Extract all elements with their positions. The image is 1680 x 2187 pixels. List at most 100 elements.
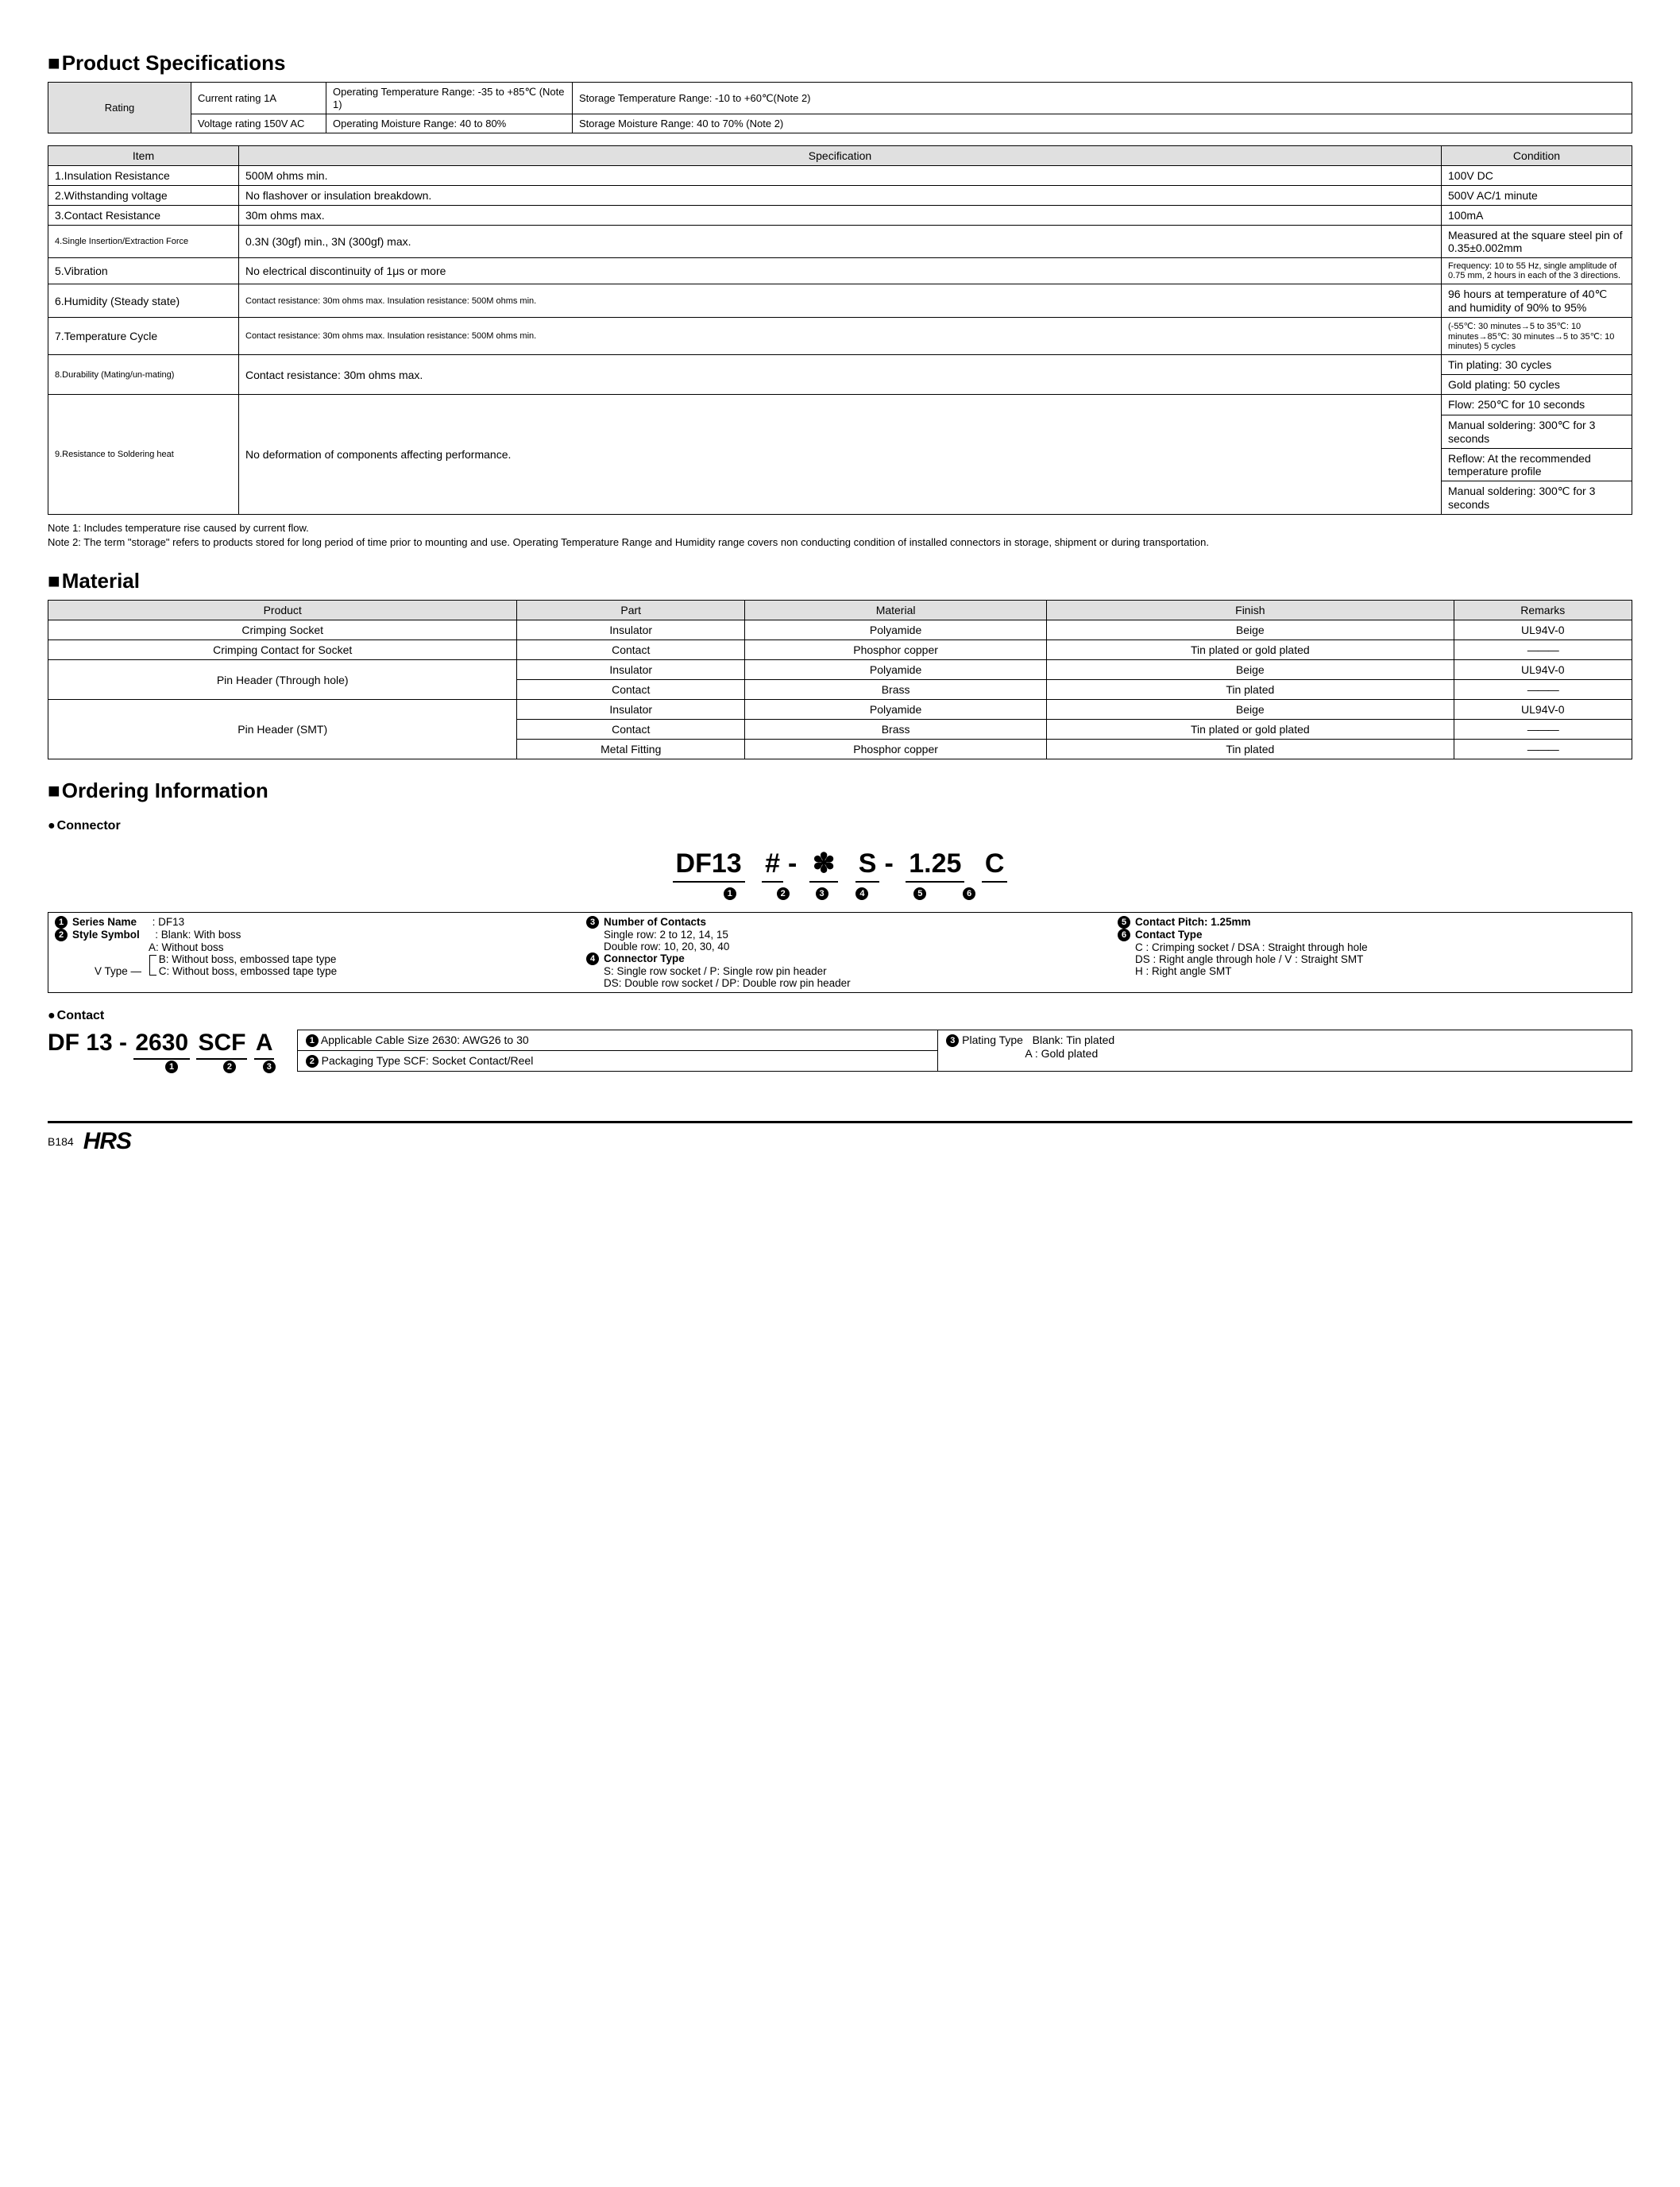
- section-spec-title: Product Specifications: [48, 51, 1632, 75]
- mat-hdr: Finish: [1047, 601, 1454, 620]
- mat-cell: UL94V-0: [1454, 660, 1632, 680]
- page-footer: B184 HRS: [48, 1121, 1632, 1155]
- legend-label: Series Name: [72, 916, 137, 928]
- rating-current: Current rating 1A: [191, 83, 326, 114]
- clegend-val: Applicable Cable Size 2630: AWG26 to 30: [321, 1034, 529, 1046]
- mat-cell: Tin plated: [1047, 740, 1454, 759]
- mat-cell: Tin plated or gold plated: [1047, 720, 1454, 740]
- note-1: Note 1: Includes temperature rise caused…: [48, 521, 1632, 535]
- section-material-title: Material: [48, 569, 1632, 593]
- legend-val: : Blank: With boss: [155, 929, 241, 941]
- pn-seg: #: [762, 848, 783, 883]
- legend-val: DS: Double row socket / DP: Double row p…: [586, 977, 1094, 989]
- spec-cell: 100mA: [1442, 206, 1632, 226]
- legend-label: Contact Pitch: 1.25mm: [1135, 916, 1251, 928]
- legend-val: A: Without boss: [55, 941, 562, 953]
- mat-cell: ———: [1454, 680, 1632, 700]
- mat-cell: ———: [1454, 720, 1632, 740]
- legend-val: B: Without boss, embossed tape type: [159, 953, 337, 965]
- mat-hdr: Product: [48, 601, 517, 620]
- mat-cell: Crimping Socket: [48, 620, 517, 640]
- mat-cell: UL94V-0: [1454, 620, 1632, 640]
- contact-bullet: Contact: [48, 1009, 1632, 1023]
- legend-val: S: Single row socket / P: Single row pin…: [586, 965, 1094, 977]
- material-table: Product Part Material Finish Remarks Cri…: [48, 600, 1632, 759]
- mat-cell: Beige: [1047, 620, 1454, 640]
- cpn-seg: DF 13: [48, 1030, 113, 1056]
- mat-cell: Insulator: [517, 620, 745, 640]
- spec-cell: 4.Single Insertion/Extraction Force: [48, 226, 239, 258]
- contact-partnum: DF 13 - 2630 SCF A: [48, 1030, 281, 1060]
- section-ordering-title: Ordering Information: [48, 779, 1632, 803]
- connector-partnum: DF13 #- ✽ S- 1.25 C: [48, 848, 1632, 883]
- page-number: B184: [48, 1135, 74, 1148]
- spec-cell: 96 hours at temperature of 40℃ and humid…: [1442, 284, 1632, 318]
- spec-cell: 7.Temperature Cycle: [48, 318, 239, 355]
- clegend-label: Plating Type: [962, 1034, 1023, 1046]
- connector-bullet: Connector: [48, 819, 1632, 833]
- mat-hdr: Remarks: [1454, 601, 1632, 620]
- mat-cell: Metal Fitting: [517, 740, 745, 759]
- cpn-seg: 2630: [133, 1030, 190, 1060]
- legend-val: H : Right angle SMT: [1118, 965, 1625, 977]
- spec-cell: 0.3N (30gf) min., 3N (300gf) max.: [239, 226, 1442, 258]
- mat-cell: ———: [1454, 640, 1632, 660]
- spec-cell: 500V AC/1 minute: [1442, 186, 1632, 206]
- spec-cell: 5.Vibration: [48, 258, 239, 284]
- spec-cell: 100V DC: [1442, 166, 1632, 186]
- connector-legend: 1 Series Name : DF13 2 Style Symbol : Bl…: [48, 912, 1632, 993]
- contact-row: DF 13 - 2630 SCF A 1 2 3 1 Applicable Ca…: [48, 1030, 1632, 1073]
- spec-cell: 8.Durability (Mating/un-mating): [48, 355, 239, 395]
- mat-cell: Contact: [517, 640, 745, 660]
- mat-cell: Brass: [745, 680, 1047, 700]
- spec-cell: (-55℃: 30 minutes→5 to 35℃: 10 minutes→8…: [1442, 318, 1632, 355]
- mat-cell: UL94V-0: [1454, 700, 1632, 720]
- pn-seg: C: [982, 848, 1008, 883]
- clegend-val: A : Gold plated: [1025, 1047, 1098, 1060]
- mat-cell: Insulator: [517, 660, 745, 680]
- rating-table: Rating Current rating 1A Operating Tempe…: [48, 82, 1632, 133]
- spec-cell: Manual soldering: 300℃ for 3 seconds: [1442, 415, 1632, 449]
- spec-cell: Manual soldering: 300℃ for 3 seconds: [1442, 481, 1632, 515]
- mat-cell: Pin Header (SMT): [48, 700, 517, 759]
- mat-hdr: Material: [745, 601, 1047, 620]
- spec-cell: Frequency: 10 to 55 Hz, single amplitude…: [1442, 258, 1632, 284]
- legend-val: Double row: 10, 20, 30, 40: [586, 941, 1094, 952]
- legend-val: Single row: 2 to 12, 14, 15: [586, 929, 1094, 941]
- spec-cell: Tin plating: 30 cycles: [1442, 355, 1632, 375]
- mat-cell: ———: [1454, 740, 1632, 759]
- mat-cell: Polyamide: [745, 620, 1047, 640]
- note-2: Note 2: The term "storage" refers to pro…: [48, 535, 1632, 550]
- contact-legend: 1 Applicable Cable Size 2630: AWG26 to 3…: [297, 1030, 1632, 1072]
- pn-seg: S: [855, 848, 880, 883]
- legend-val: C : Crimping socket / DSA : Straight thr…: [1118, 941, 1625, 953]
- spec-cell: Contact resistance: 30m ohms max. Insula…: [239, 284, 1442, 318]
- spec-cell: 500M ohms min.: [239, 166, 1442, 186]
- rating-st-moist: Storage Moisture Range: 40 to 70% (Note …: [573, 114, 1632, 133]
- mat-cell: Polyamide: [745, 660, 1047, 680]
- rating-op-moist: Operating Moisture Range: 40 to 80%: [326, 114, 573, 133]
- connector-markers: 1 2 3 4 5 6: [48, 886, 1632, 899]
- pn-seg: ✽: [809, 848, 839, 883]
- clegend-val: Blank: Tin plated: [1033, 1034, 1115, 1046]
- notes-block: Note 1: Includes temperature rise caused…: [48, 521, 1632, 550]
- legend-label: Style Symbol: [72, 929, 140, 941]
- mat-cell: Phosphor copper: [745, 740, 1047, 759]
- spec-cell: Measured at the square steel pin of 0.35…: [1442, 226, 1632, 258]
- clegend-val: Packaging Type SCF: Socket Contact/Reel: [322, 1054, 534, 1067]
- legend-label: Number of Contacts: [604, 916, 706, 928]
- rating-label: Rating: [48, 83, 191, 133]
- spec-cell: 2.Withstanding voltage: [48, 186, 239, 206]
- spec-cell: Flow: 250℃ for 10 seconds: [1442, 395, 1632, 415]
- spec-table: Item Specification Condition 1.Insulatio…: [48, 145, 1632, 515]
- spec-cell: No flashover or insulation breakdown.: [239, 186, 1442, 206]
- spec-cell: 1.Insulation Resistance: [48, 166, 239, 186]
- cpn-seg: SCF: [196, 1030, 247, 1060]
- spec-cell: No deformation of components affecting p…: [239, 395, 1442, 515]
- mat-cell: Brass: [745, 720, 1047, 740]
- mat-cell: Tin plated or gold plated: [1047, 640, 1454, 660]
- legend-label: Contact Type: [1135, 929, 1203, 941]
- logo-text: HRS: [83, 1128, 131, 1155]
- mat-cell: Beige: [1047, 660, 1454, 680]
- legend-val: V Type: [95, 965, 128, 977]
